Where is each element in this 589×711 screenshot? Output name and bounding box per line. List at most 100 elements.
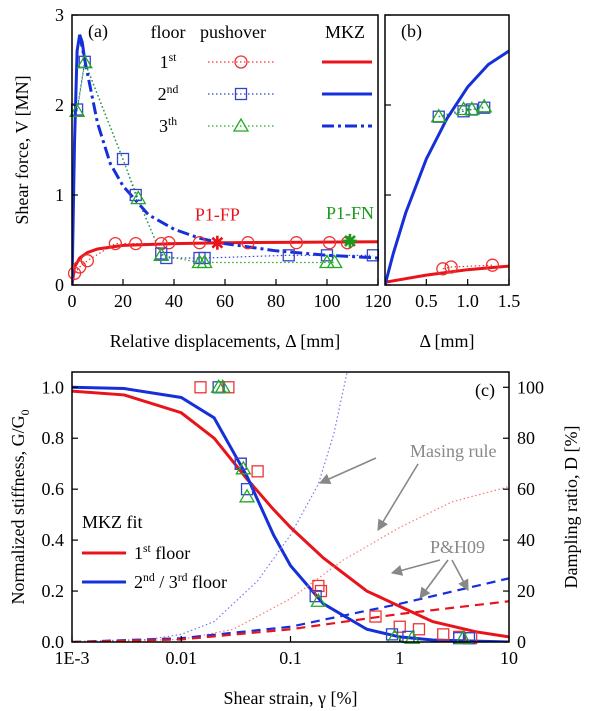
data-point — [160, 251, 173, 265]
x-tick-label: 0.1 — [279, 648, 302, 668]
legend-label-part: 2 — [158, 84, 167, 104]
y2-tick-label: 100 — [517, 377, 544, 397]
legend-label-part: 2 — [134, 572, 143, 592]
x-tick-label: 80 — [267, 291, 285, 311]
annotation: Masing rule — [410, 441, 496, 461]
y2-tick-label: 80 — [517, 428, 535, 448]
x-tick-label: 40 — [165, 291, 183, 311]
data-point — [289, 236, 304, 250]
data-point — [485, 258, 500, 272]
panel-label: (b) — [401, 21, 422, 42]
x-axis-label: Relative displacements, Δ [mm] — [110, 331, 341, 351]
series-line — [72, 577, 509, 642]
data-point — [454, 629, 472, 644]
data-point — [234, 457, 247, 470]
series-line — [72, 372, 348, 642]
data-point — [369, 610, 382, 623]
data-point — [108, 236, 122, 251]
legend-header: pushover — [200, 22, 266, 42]
legend-label-part: / 3 — [155, 572, 178, 592]
legend-label-part: nd — [167, 83, 179, 96]
y-tick-label: 1.0 — [42, 377, 65, 397]
legend-label: 1st — [160, 51, 178, 72]
y-axis-label: Normalized stiffness, G/G0 — [8, 409, 32, 604]
y2-axis-label: Dampling ratio, D [%] — [561, 426, 581, 589]
legend-label: 3th — [159, 115, 177, 136]
y-tick-label: 0.8 — [42, 428, 65, 448]
legend-marker — [234, 55, 248, 69]
point-label: P1-FP — [195, 205, 240, 225]
plot-area — [385, 49, 509, 285]
data-point — [129, 236, 143, 251]
legend-label-part: st — [169, 51, 178, 64]
legend-header: MKZ — [325, 22, 365, 42]
legend-label: 2nd — [158, 83, 179, 104]
data-point — [129, 188, 142, 202]
series-line — [76, 59, 373, 259]
legend-title: MKZ fit — [82, 512, 143, 532]
data-point — [154, 236, 168, 251]
x-tick-label: 100 — [314, 291, 341, 311]
point-label: P1-FN — [326, 203, 374, 223]
x-tick-label: 1.0 — [456, 291, 479, 311]
star-marker — [342, 233, 357, 248]
data-point — [463, 101, 480, 116]
y-axis-label-part: 0 — [19, 409, 32, 415]
y-tick-label: 0.4 — [42, 530, 65, 550]
data-point — [320, 249, 334, 262]
series-line — [76, 60, 335, 264]
x-axis-label: Shear strain, γ [%] — [224, 688, 358, 708]
y2-tick-label: 0 — [517, 632, 526, 652]
data-point — [282, 249, 295, 262]
data-point — [130, 190, 147, 205]
series-line — [78, 34, 378, 260]
legend-marker — [232, 117, 250, 132]
y-tick-label: 1 — [55, 185, 64, 205]
star-marker — [210, 235, 225, 250]
panel-label: (c) — [475, 380, 495, 401]
y2-tick-label: 40 — [517, 530, 535, 550]
data-point — [76, 54, 93, 69]
legend-label-part: floor — [187, 572, 227, 592]
legend-label-part: rd — [178, 571, 188, 584]
x-tick-label: 0 — [68, 291, 77, 311]
x-tick-label: 120 — [365, 291, 392, 311]
annotation: P&H09 — [430, 537, 485, 557]
data-point — [412, 623, 426, 636]
y-tick-label: 0 — [55, 275, 64, 295]
data-point — [238, 488, 256, 503]
annotation-arrow — [318, 457, 377, 485]
x-tick-label: 60 — [216, 291, 234, 311]
data-point — [240, 483, 254, 496]
y-tick-label: 3 — [55, 5, 64, 25]
annotation-arrow — [377, 463, 419, 531]
series-line — [72, 34, 87, 285]
legend-label: 2nd / 3rd floor — [134, 571, 227, 592]
legend-label: 1st floor — [134, 542, 190, 563]
x-tick-label: 10 — [500, 648, 518, 668]
legend-marker — [234, 87, 248, 101]
data-point — [478, 101, 491, 114]
x-axis-label: Δ [mm] — [419, 331, 474, 351]
axes-frame — [71, 14, 379, 286]
legend-label-part: nd — [143, 571, 155, 584]
plot-area — [72, 372, 509, 642]
annotation-arrow — [419, 559, 449, 599]
data-point — [404, 629, 421, 644]
legend-label-part: 1 — [160, 52, 169, 72]
data-point — [192, 236, 207, 250]
x-tick-label: 0.01 — [166, 648, 198, 668]
data-point — [437, 628, 450, 641]
annotation-arrow — [451, 559, 469, 591]
data-point — [436, 262, 450, 276]
series-line — [442, 264, 493, 270]
legend-header: floor — [151, 22, 186, 42]
data-point — [326, 254, 343, 269]
data-point — [153, 247, 170, 261]
data-point — [322, 236, 337, 250]
data-point — [476, 98, 493, 113]
legend-label-part: th — [168, 115, 177, 128]
data-point — [194, 381, 207, 394]
axes-frame — [384, 14, 510, 286]
